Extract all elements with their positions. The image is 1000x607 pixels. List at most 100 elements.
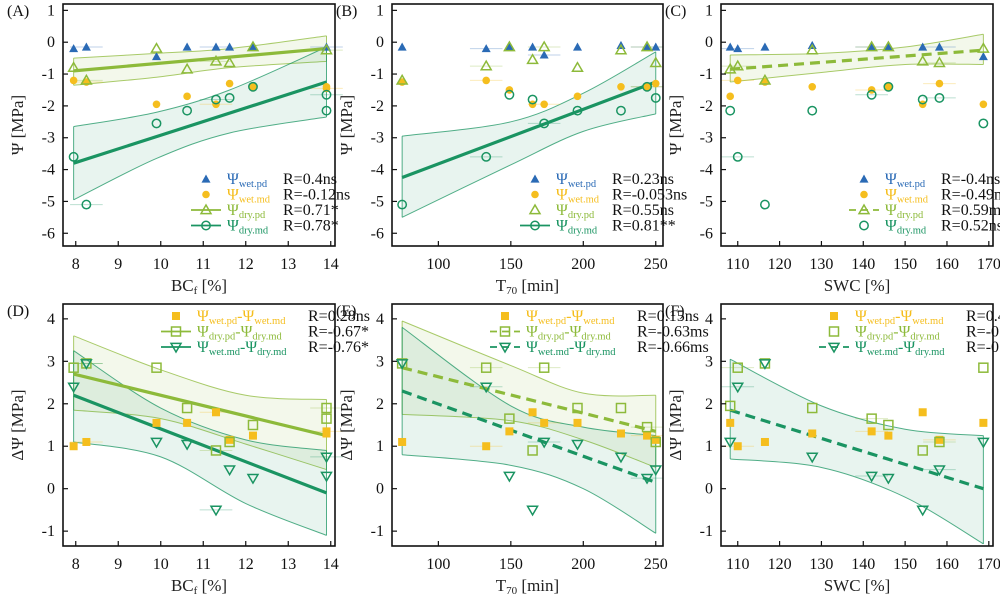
y-tick-label: -3 (42, 130, 55, 147)
data-point-wet-md (225, 79, 234, 88)
legend-label: Ψdry.pd (556, 202, 595, 221)
data-point-wet-md (573, 418, 582, 427)
data-point-dry-md (572, 105, 583, 116)
legend-item: Ψwet.md-Ψdry.md R=-0.66ms (490, 339, 709, 358)
legend-item: Ψwet.pd-Ψwet.md R=0.4ns (830, 308, 1000, 327)
legend-item: Ψdry.pd R=0.55ns (528, 202, 674, 221)
data-point-wet-md (540, 418, 549, 427)
regression-line-dry-md (73, 393, 328, 495)
legend-marker (859, 220, 869, 231)
legend-marker (498, 342, 512, 354)
legend-item: Ψwet.pd-Ψwet.md R=0.28ns (172, 308, 370, 327)
data-point-dry-pd (916, 54, 930, 66)
y-tick-label: 1 (47, 438, 55, 455)
data-point-dry-md (527, 94, 538, 105)
x-tick-label: 250 (644, 556, 668, 573)
x-tick-label: 120 (768, 556, 792, 573)
y-tick-label: 2 (47, 396, 55, 413)
data-point-wet-md (322, 82, 331, 91)
legend-item: Ψdry.pd R=0.71* (191, 202, 339, 221)
plot-frame (720, 3, 994, 247)
y-tick-label: 2 (705, 396, 713, 413)
data-point-dry-md (571, 439, 584, 451)
x-tick-label: 100 (426, 256, 450, 273)
data-point-dry-md (320, 452, 333, 464)
data-point-wet-pd (934, 42, 944, 51)
data-point-dry-pd (480, 362, 492, 373)
data-point-dry-pd (614, 43, 628, 55)
confidence-band (402, 327, 656, 534)
data-point-dry-md (246, 473, 260, 485)
data-point-wet-md (979, 418, 988, 427)
data-point-wet-md (152, 100, 161, 109)
data-point-dry-md (67, 382, 80, 394)
data-point-wet-pd (81, 42, 91, 51)
data-point-wet-pd (481, 44, 491, 53)
panel-label: (B) (336, 3, 357, 20)
legend-label: Ψdry.pd (885, 202, 924, 221)
x-tick-label: 110 (726, 556, 749, 573)
y-tick-label: 1 (705, 2, 713, 19)
data-point-dry-pd (180, 62, 194, 74)
legend-marker (830, 312, 838, 320)
data-point-wet-md (884, 82, 893, 91)
band-lower-line (73, 116, 327, 201)
legend-marker (172, 312, 180, 320)
x-tick-label: 150 (499, 556, 523, 573)
y-tick-label: 1 (47, 2, 55, 19)
y-tick-label: -3 (371, 130, 384, 147)
legend-label: Ψwet.md (227, 187, 271, 206)
x-tick-label: 200 (571, 556, 595, 573)
legend-r-value: R=-0.053ns (612, 187, 687, 204)
regression-line-dry-pd (730, 48, 984, 71)
data-point-wet-md (322, 429, 331, 438)
data-point-dry-pd (978, 362, 989, 373)
data-point-wet-md (249, 82, 257, 91)
legend-r-value: R=0.71* (283, 202, 339, 219)
data-point-dry-md (866, 89, 877, 100)
legend-label: Ψwet.md-Ψdry.md (197, 339, 287, 358)
band-lower-line (730, 63, 984, 83)
y-tick-label: -5 (700, 193, 713, 210)
x-tick-label: 9 (114, 256, 122, 273)
y-tick-label: -1 (42, 523, 55, 540)
legend-marker (501, 312, 509, 320)
data-point-dry-pd (650, 436, 662, 448)
band-lower-line (401, 113, 656, 218)
data-point-dry-md (978, 118, 989, 129)
data-point-wet-md (935, 435, 944, 444)
data-point-dry-md (320, 471, 333, 483)
data-point-dry-pd (527, 445, 538, 456)
legend: Ψwet.pd-Ψwet.md R=0.4ns Ψdry.pd-Ψdry.md R=-… (819, 308, 1000, 358)
x-tick-label: 13 (280, 556, 296, 573)
data-point-dry-pd (641, 421, 653, 433)
legend-item: Ψdry.md R=0.78* (191, 218, 339, 237)
data-point-dry-md (81, 199, 92, 210)
confidence-band (730, 34, 984, 83)
data-point-dry-md (758, 359, 772, 370)
legend-marker (169, 342, 183, 354)
legend-r-value: R=-0.4ns (941, 171, 1000, 188)
data-point-wet-md (643, 431, 652, 440)
x-axis-label: BCf [%] (171, 276, 227, 297)
data-point-wet-md (248, 431, 257, 440)
data-point-dry-pd (247, 419, 259, 431)
y-tick-label: -1 (371, 66, 384, 83)
panel-c: 110 120 130 140 150 160 170 1 0 -1 -2 -3 -4 -5 -6 (C) SW… (665, 2, 1000, 295)
data-point-dry-pd (572, 402, 583, 414)
regression-line-dry-md (73, 80, 327, 165)
panel-label: (D) (7, 303, 29, 320)
data-point-wet-pd (397, 42, 407, 51)
y-tick-label: -6 (42, 225, 55, 242)
data-point-dry-pd (933, 56, 946, 68)
legend-item: Ψdry.md R=0.81** (520, 218, 676, 237)
data-point-wet-pd (642, 42, 652, 51)
panel-label: (F) (665, 303, 685, 320)
x-tick-label: 10 (153, 556, 169, 573)
data-point-wet-md (69, 76, 78, 85)
data-point-wet-md (935, 79, 944, 88)
band-upper-line (73, 46, 327, 128)
plot-frame (62, 3, 336, 247)
band-upper-line (73, 335, 327, 401)
y-tick-label: -6 (371, 225, 384, 242)
